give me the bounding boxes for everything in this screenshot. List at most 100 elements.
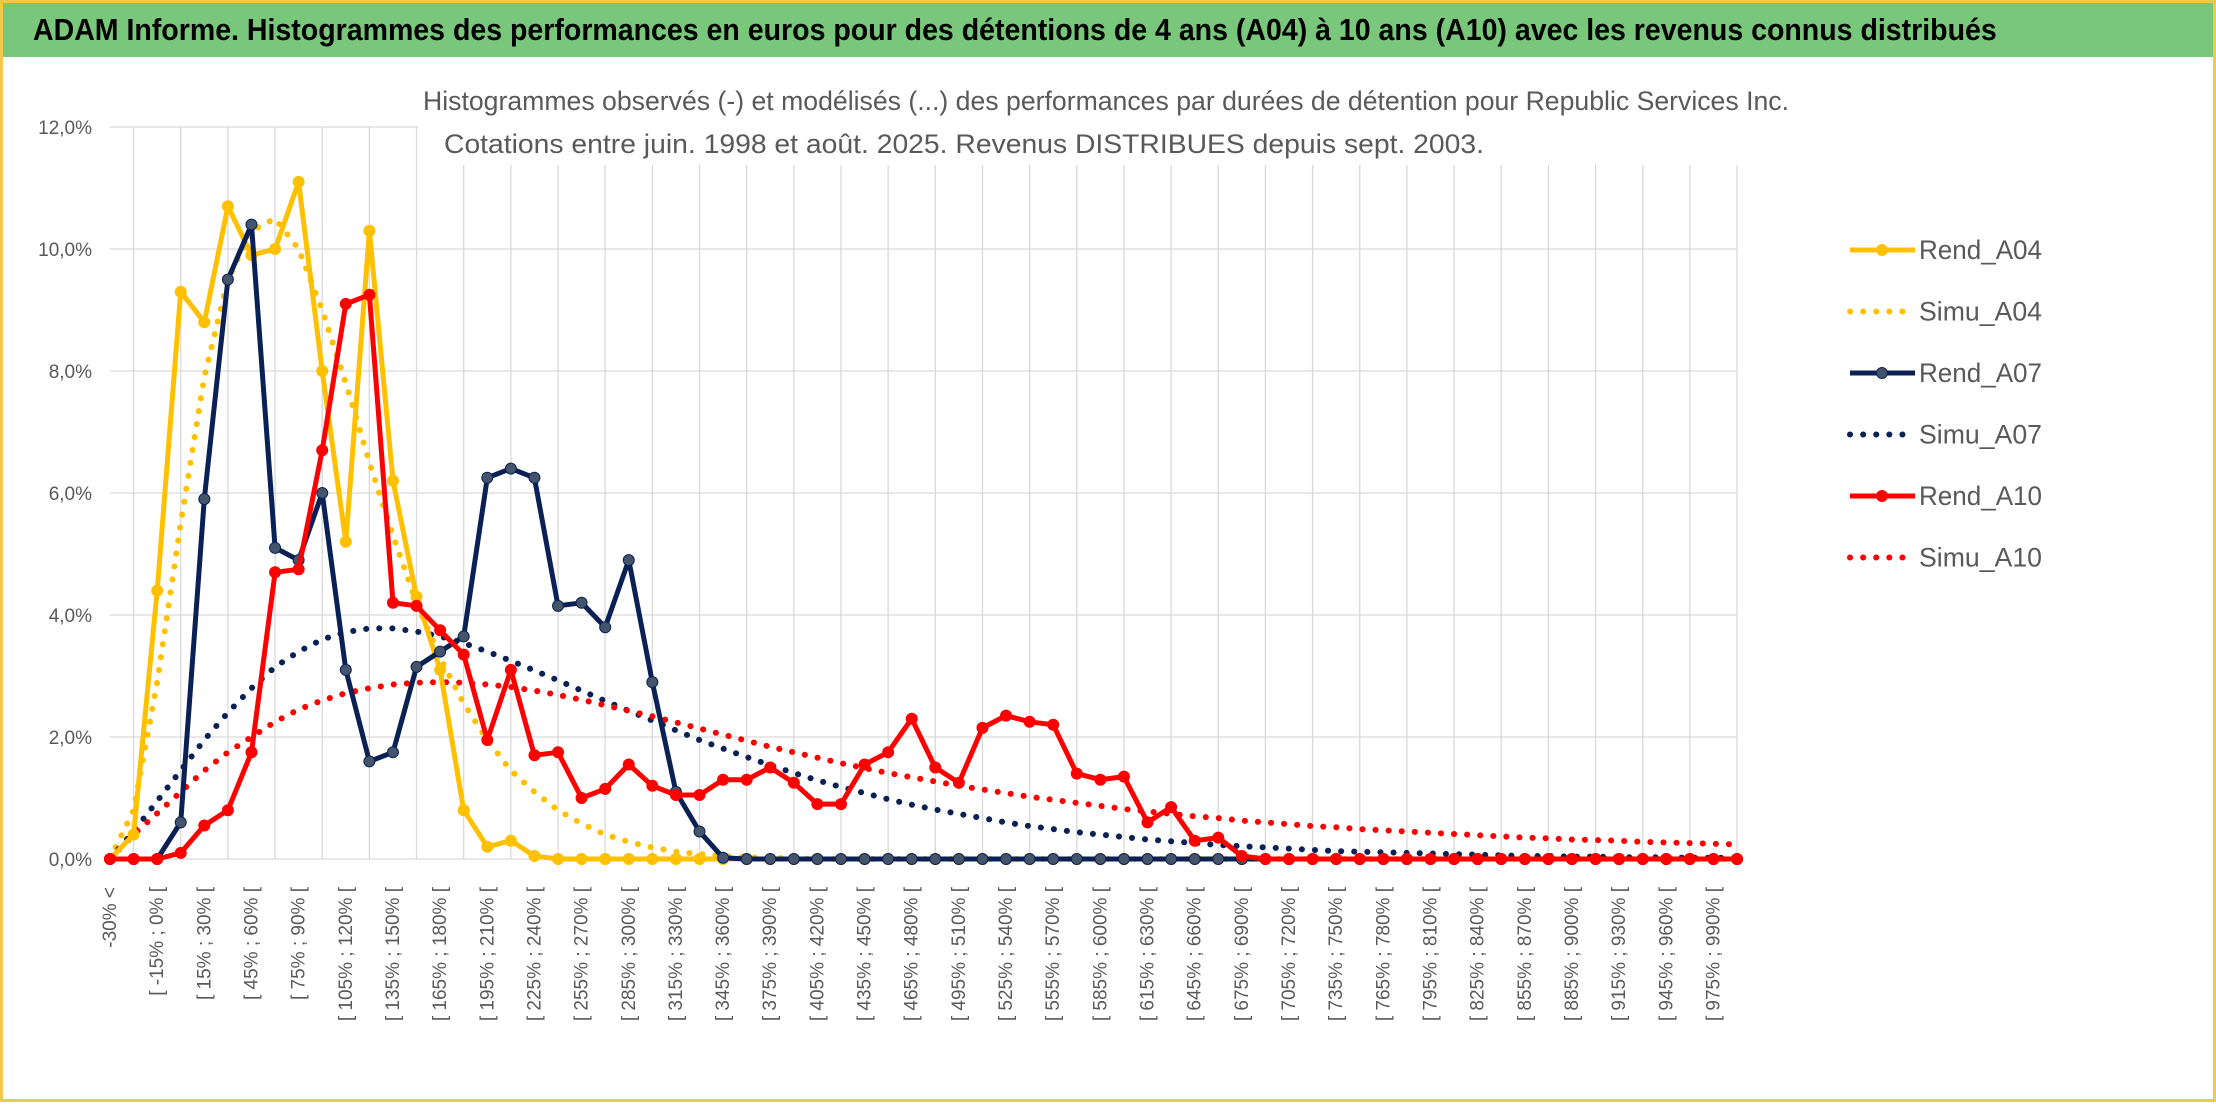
data-point-rend-a04 <box>151 584 164 597</box>
x-tick-label: [ 195% ; 210% [ <box>477 886 498 1021</box>
x-tick-label: [ 555% ; 570% [ <box>1043 886 1064 1021</box>
data-point-rend-a10 <box>952 776 965 789</box>
legend-marker <box>1876 244 1888 256</box>
data-point-rend-a07 <box>528 471 541 484</box>
data-point-rend-a10 <box>1165 801 1178 814</box>
data-point-rend-a04 <box>481 840 494 853</box>
data-point-rend-a04 <box>504 834 517 847</box>
series-line-simu-a07 <box>107 625 1740 862</box>
chart-grid <box>110 126 1738 860</box>
data-point-rend-a10 <box>269 566 282 579</box>
data-point-rend-a10 <box>599 782 612 795</box>
data-point-rend-a04 <box>198 316 211 329</box>
data-point-rend-a04 <box>174 285 187 298</box>
y-tick-label: 12,0% <box>38 118 92 139</box>
data-point-rend-a07 <box>1141 853 1154 865</box>
data-point-rend-a07 <box>1023 853 1036 865</box>
data-point-rend-a04 <box>599 853 612 865</box>
data-point-rend-a10 <box>834 798 847 811</box>
data-point-rend-a04 <box>434 663 447 676</box>
legend-marker <box>1876 490 1888 502</box>
data-point-rend-a10 <box>1094 773 1107 786</box>
data-point-rend-a10 <box>1589 853 1602 865</box>
x-tick-label: [ 645% ; 660% [ <box>1185 886 1206 1021</box>
data-point-rend-a10 <box>1141 816 1154 829</box>
y-tick-label: 6,0% <box>49 484 92 505</box>
x-tick-label: [ 735% ; 750% [ <box>1326 886 1347 1021</box>
x-tick-label: [ 435% ; 450% [ <box>855 886 876 1021</box>
y-tick-label: 4,0% <box>49 606 92 627</box>
y-tick-label: 10,0% <box>38 240 92 261</box>
performance-histogram-chart: 0,0% 2,0% 4,0% 6,0% 8,0% 10,0% 12,0% -30% < [ -… <box>38 83 2120 1021</box>
x-tick-label: [ 855% ; 870% [ <box>1515 886 1536 1021</box>
x-tick-label: [ 495% ; 510% [ <box>949 886 970 1021</box>
x-tick-label: [ 285% ; 300% [ <box>619 886 640 1021</box>
data-point-rend-a07 <box>363 755 376 768</box>
data-point-rend-a07 <box>693 825 706 838</box>
data-point-rend-a04 <box>693 853 706 865</box>
data-point-rend-a07 <box>1117 853 1130 865</box>
data-point-rend-a10 <box>481 734 494 747</box>
data-point-rend-a07 <box>858 853 871 865</box>
data-point-rend-a04 <box>552 853 565 865</box>
data-point-rend-a07 <box>552 599 565 612</box>
data-point-rend-a10 <box>1330 853 1343 865</box>
data-point-rend-a04 <box>669 853 682 865</box>
data-point-rend-a10 <box>764 761 777 774</box>
data-point-rend-a07 <box>1094 853 1107 865</box>
data-point-rend-a07 <box>1212 853 1225 865</box>
x-tick-label: [ 105% ; 120% [ <box>336 886 357 1021</box>
x-tick-label: [ 135% ; 150% [ <box>383 886 404 1021</box>
data-point-rend-a10 <box>693 788 706 801</box>
data-point-rend-a07 <box>717 851 730 864</box>
data-point-rend-a07 <box>740 853 753 865</box>
data-point-rend-a10 <box>740 773 753 786</box>
data-point-rend-a10 <box>151 853 164 865</box>
data-point-rend-a07 <box>976 853 989 865</box>
x-tick-label: [ 765% ; 780% [ <box>1373 886 1394 1021</box>
x-tick-label: [ 675% ; 690% [ <box>1232 886 1253 1021</box>
data-point-rend-a10 <box>1259 853 1272 865</box>
x-tick-label: [ 255% ; 270% [ <box>572 886 593 1021</box>
chart-legend: Rend_A04 Simu_A04 Rend_A07 Simu_A07 Rend_A10… <box>1847 235 2042 573</box>
data-point-rend-a10 <box>1613 853 1626 865</box>
data-point-rend-a10 <box>1565 853 1578 865</box>
legend-label: Simu_A07 <box>1919 420 2042 450</box>
data-point-rend-a10 <box>410 599 423 612</box>
data-point-rend-a04 <box>528 849 541 862</box>
y-tick-label: 0,0% <box>49 850 92 871</box>
data-point-rend-a04 <box>386 474 399 487</box>
data-point-rend-a07 <box>174 816 187 829</box>
x-tick-label: [ 45% ; 60% [ <box>241 886 262 1000</box>
x-tick-label: [ 585% ; 600% [ <box>1090 886 1111 1021</box>
data-point-rend-a10 <box>787 776 800 789</box>
x-tick-label: [ 945% ; 960% [ <box>1656 886 1677 1021</box>
data-point-rend-a10 <box>1377 853 1390 865</box>
data-point-rend-a04 <box>221 200 234 213</box>
data-point-rend-a10 <box>622 758 635 771</box>
data-point-rend-a07 <box>410 660 423 673</box>
x-tick-label: [ 525% ; 540% [ <box>996 886 1017 1021</box>
data-point-rend-a07 <box>905 853 918 865</box>
x-tick-label: [ 315% ; 330% [ <box>666 886 687 1021</box>
data-point-rend-a07 <box>952 853 965 865</box>
data-point-rend-a10 <box>1117 770 1130 783</box>
data-point-rend-a10 <box>1306 853 1319 865</box>
data-point-rend-a04 <box>339 535 352 548</box>
data-point-rend-a10 <box>457 648 470 661</box>
data-point-rend-a10 <box>929 761 942 774</box>
data-point-rend-a10 <box>1471 853 1484 865</box>
data-point-rend-a10 <box>575 792 588 804</box>
series-line-rend-a10 <box>110 292 1737 862</box>
data-point-rend-a07 <box>764 853 777 865</box>
data-point-rend-a10 <box>717 773 730 786</box>
data-point-rend-a04 <box>363 224 376 237</box>
data-point-rend-a07 <box>434 645 447 658</box>
data-point-rend-a10 <box>1023 715 1036 728</box>
data-point-rend-a07 <box>646 676 659 689</box>
x-tick-label: [ 375% ; 390% [ <box>760 886 781 1021</box>
x-tick-label: [ 465% ; 480% [ <box>902 886 923 1021</box>
data-point-rend-a10 <box>1070 767 1083 780</box>
data-point-rend-a10 <box>1683 853 1696 865</box>
